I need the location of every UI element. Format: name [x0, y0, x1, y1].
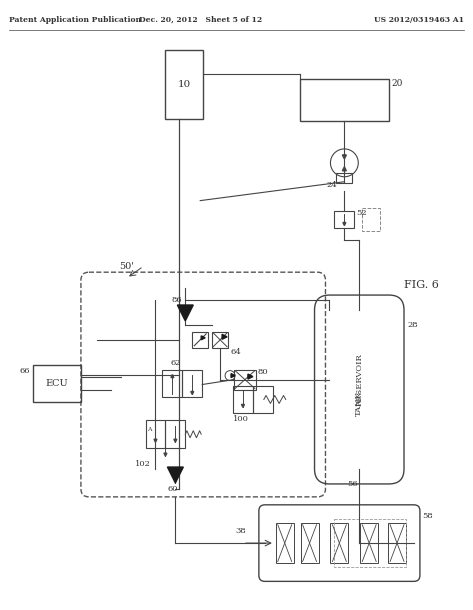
Text: 38: 38 — [235, 527, 246, 535]
Text: TANK: TANK — [355, 391, 363, 416]
Bar — [253, 386, 273, 414]
Text: 80: 80 — [258, 368, 269, 376]
Bar — [146, 420, 166, 448]
Bar — [162, 370, 182, 398]
Polygon shape — [201, 336, 205, 340]
Text: US 2012/0319463 A1: US 2012/0319463 A1 — [374, 16, 464, 24]
Polygon shape — [342, 155, 346, 159]
Text: 28: 28 — [407, 321, 418, 329]
Polygon shape — [191, 392, 194, 395]
Text: 20: 20 — [391, 79, 403, 88]
Text: 66: 66 — [20, 367, 30, 375]
Text: RESERVOIR: RESERVOIR — [355, 353, 363, 406]
Bar — [234, 370, 256, 390]
Bar — [276, 523, 294, 564]
Bar — [362, 207, 380, 231]
Bar — [192, 332, 208, 348]
Bar — [301, 523, 318, 564]
Polygon shape — [242, 404, 245, 407]
Text: ECU: ECU — [46, 379, 69, 388]
Bar — [334, 518, 406, 567]
Bar — [212, 332, 228, 348]
Polygon shape — [171, 375, 174, 378]
Text: 60: 60 — [167, 485, 178, 493]
Polygon shape — [174, 439, 177, 442]
Text: A: A — [147, 427, 152, 432]
Bar — [299, 79, 389, 121]
Bar — [182, 370, 202, 398]
Polygon shape — [164, 453, 167, 456]
Polygon shape — [154, 439, 157, 442]
Bar — [336, 173, 352, 183]
Text: 50': 50' — [119, 262, 134, 271]
Text: 100: 100 — [233, 415, 249, 423]
Bar — [334, 210, 354, 229]
Text: 56: 56 — [347, 480, 358, 488]
Bar — [33, 365, 81, 403]
Text: 52: 52 — [356, 209, 367, 217]
Bar — [166, 420, 185, 448]
Polygon shape — [167, 467, 184, 483]
Polygon shape — [231, 373, 235, 378]
Polygon shape — [248, 374, 253, 379]
Text: 64: 64 — [230, 348, 241, 356]
Bar — [233, 386, 253, 414]
Bar — [388, 523, 406, 564]
Polygon shape — [343, 223, 346, 226]
Text: FIG. 6: FIG. 6 — [404, 280, 439, 290]
Bar — [360, 523, 378, 564]
Bar — [166, 49, 203, 119]
Polygon shape — [177, 305, 193, 321]
Text: Patent Application Publication: Patent Application Publication — [9, 16, 141, 24]
Polygon shape — [342, 167, 346, 171]
Text: 62: 62 — [170, 359, 181, 367]
Text: 10: 10 — [178, 80, 191, 89]
Bar — [331, 523, 348, 564]
Text: 102: 102 — [135, 460, 150, 468]
Polygon shape — [222, 334, 227, 339]
Text: 86: 86 — [171, 296, 182, 304]
Text: 58: 58 — [422, 512, 433, 520]
Text: Dec. 20, 2012   Sheet 5 of 12: Dec. 20, 2012 Sheet 5 of 12 — [139, 16, 262, 24]
Text: 24: 24 — [326, 181, 337, 188]
